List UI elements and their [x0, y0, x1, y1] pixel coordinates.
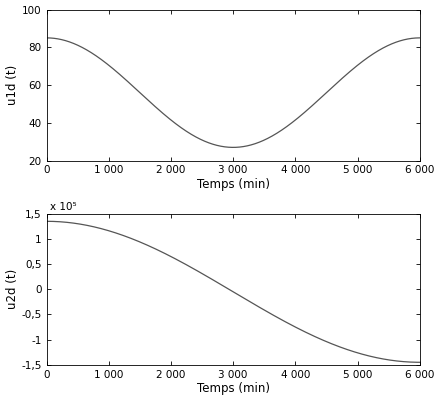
- X-axis label: Temps (min): Temps (min): [197, 383, 270, 395]
- Y-axis label: u2d (t): u2d (t): [6, 269, 18, 310]
- Y-axis label: u1d (t): u1d (t): [6, 65, 19, 105]
- X-axis label: Temps (min): Temps (min): [197, 178, 270, 191]
- Text: x 10⁵: x 10⁵: [50, 202, 77, 212]
